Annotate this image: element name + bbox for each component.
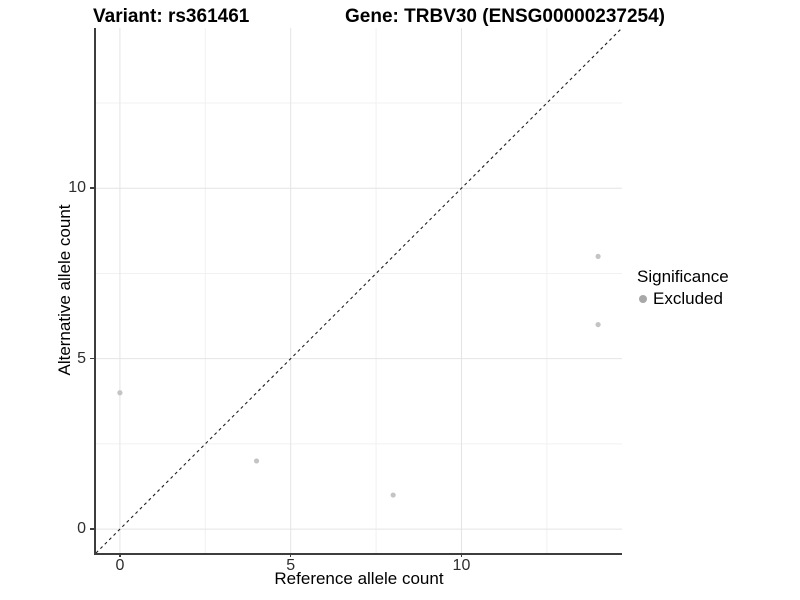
y-tick-mark bbox=[90, 187, 94, 189]
y-tick-label: 5 bbox=[77, 349, 86, 367]
x-axis-line bbox=[94, 553, 622, 555]
x-tick-label: 10 bbox=[452, 557, 471, 574]
plot-title-variant: Variant: rs361461 bbox=[93, 6, 250, 27]
legend: Significance Excluded bbox=[637, 267, 729, 309]
legend-point-marker-icon bbox=[639, 295, 647, 303]
y-tick-label: 0 bbox=[77, 520, 86, 538]
x-axis-title: Reference allele count bbox=[274, 569, 444, 588]
y-tick-mark bbox=[90, 357, 94, 360]
legend-title: Significance bbox=[637, 267, 729, 286]
data-point bbox=[595, 321, 601, 328]
data-point bbox=[253, 458, 260, 464]
x-tick-mark bbox=[289, 553, 292, 557]
chart-panel bbox=[96, 28, 622, 553]
data-point bbox=[117, 390, 123, 396]
chart-canvas bbox=[96, 28, 622, 553]
y-axis-line bbox=[94, 28, 96, 555]
data-point bbox=[595, 253, 601, 260]
y-tick-label: 10 bbox=[68, 179, 86, 197]
y-axis-title: Alternative allele count bbox=[55, 204, 74, 376]
legend-item-label: Excluded bbox=[653, 289, 723, 308]
data-point bbox=[390, 492, 396, 498]
x-tick-mark bbox=[460, 553, 463, 557]
x-tick-label: 0 bbox=[115, 557, 125, 574]
x-tick-mark bbox=[119, 553, 121, 557]
x-tick-label: 5 bbox=[286, 557, 296, 574]
identity-reference-line bbox=[96, 28, 622, 553]
plot-title-gene: Gene: TRBV30 (ENSG00000237254) bbox=[345, 6, 665, 27]
y-tick-mark bbox=[90, 528, 94, 530]
legend-item-excluded: Excluded bbox=[639, 289, 729, 309]
